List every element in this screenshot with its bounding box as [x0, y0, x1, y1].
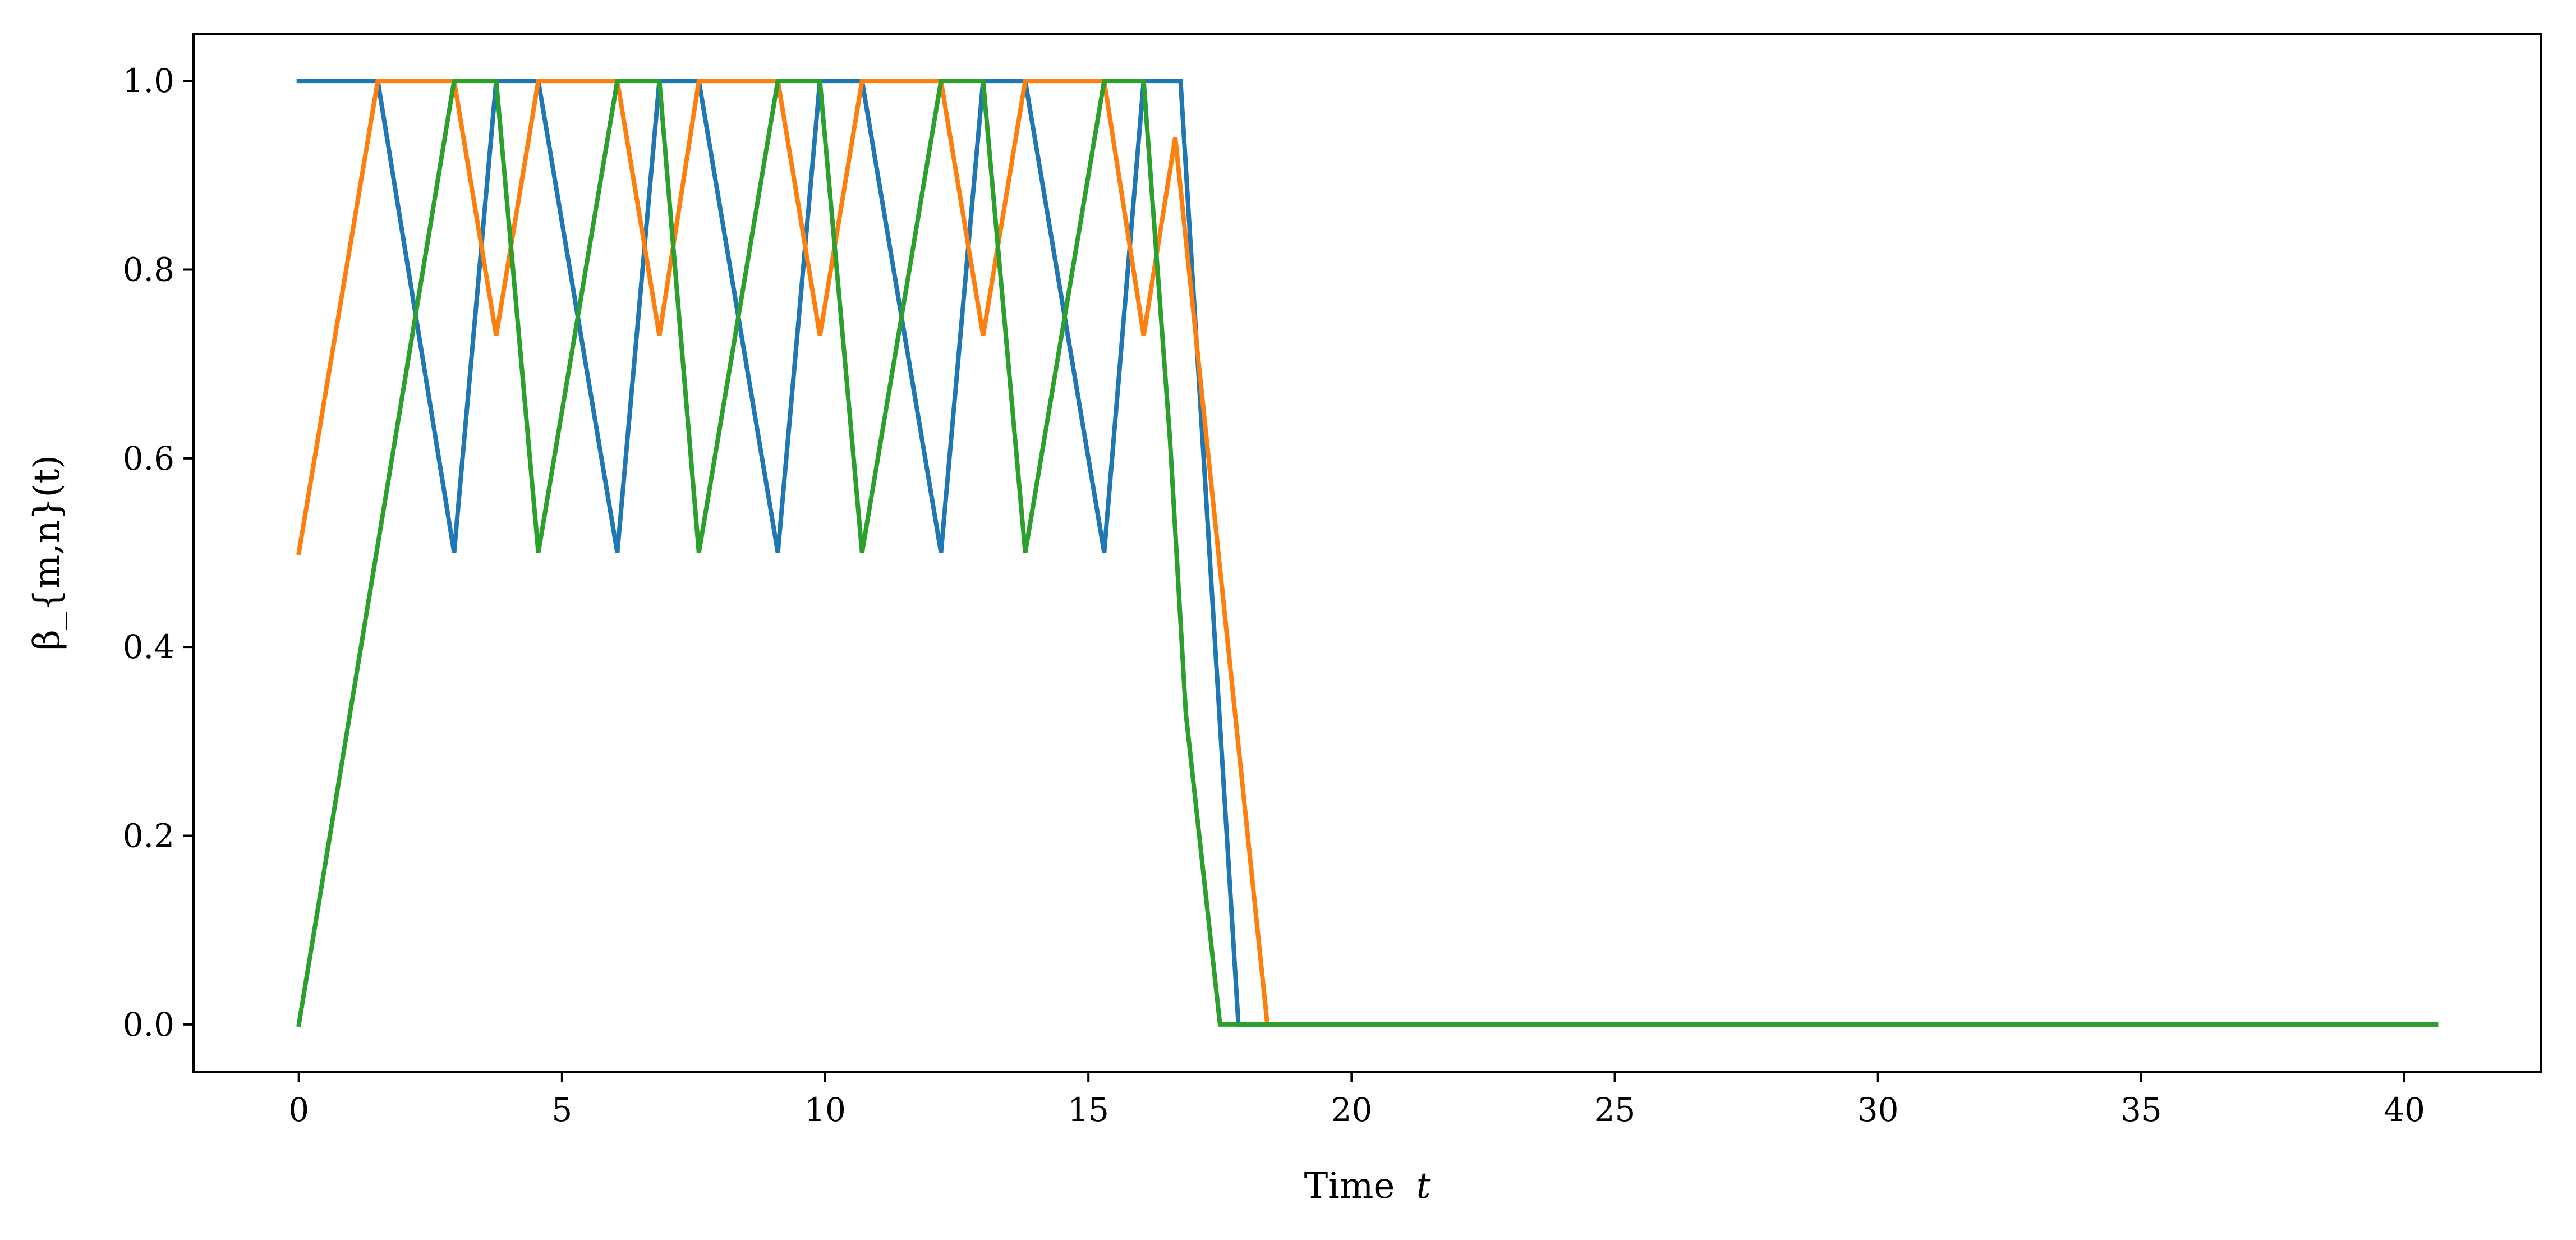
- x-tick-label: 0: [288, 1091, 309, 1129]
- series-line-3: [296, 79, 2439, 1027]
- x-tick-label: 5: [551, 1091, 572, 1129]
- series-line-2: [296, 79, 2439, 1027]
- x-tick-label: 40: [2384, 1091, 2425, 1129]
- x-tick-label: 15: [1068, 1091, 1109, 1129]
- y-tick-label: 0.4: [123, 628, 174, 666]
- x-axis: 0 5 10 15 20 25 30 35 40: [288, 1072, 2425, 1129]
- y-axis-label: β_{m,n}(t): [26, 455, 68, 650]
- x-tick-label: 35: [2120, 1091, 2162, 1129]
- series-layer: [296, 79, 2439, 1027]
- x-axis-label: Time t: [1304, 1165, 1431, 1207]
- y-tick-label: 0.8: [123, 250, 174, 288]
- y-tick-label: 0.0: [123, 1005, 174, 1044]
- plot-frame: [192, 33, 2542, 1073]
- y-tick-label: 1.0: [123, 62, 174, 100]
- x-tick-label: 30: [1857, 1091, 1899, 1129]
- y-tick-label: 0.2: [123, 817, 174, 855]
- y-axis: 0.0 0.2 0.4 0.6 0.8 1.0: [123, 62, 194, 1044]
- y-tick-label: 0.6: [123, 439, 174, 477]
- x-axis-label-text: Time: [1304, 1165, 1395, 1207]
- x-tick-label: 10: [804, 1091, 846, 1129]
- x-tick-label: 20: [1331, 1091, 1372, 1129]
- x-axis-label-variable: t: [1416, 1165, 1431, 1207]
- x-tick-label: 25: [1594, 1091, 1636, 1129]
